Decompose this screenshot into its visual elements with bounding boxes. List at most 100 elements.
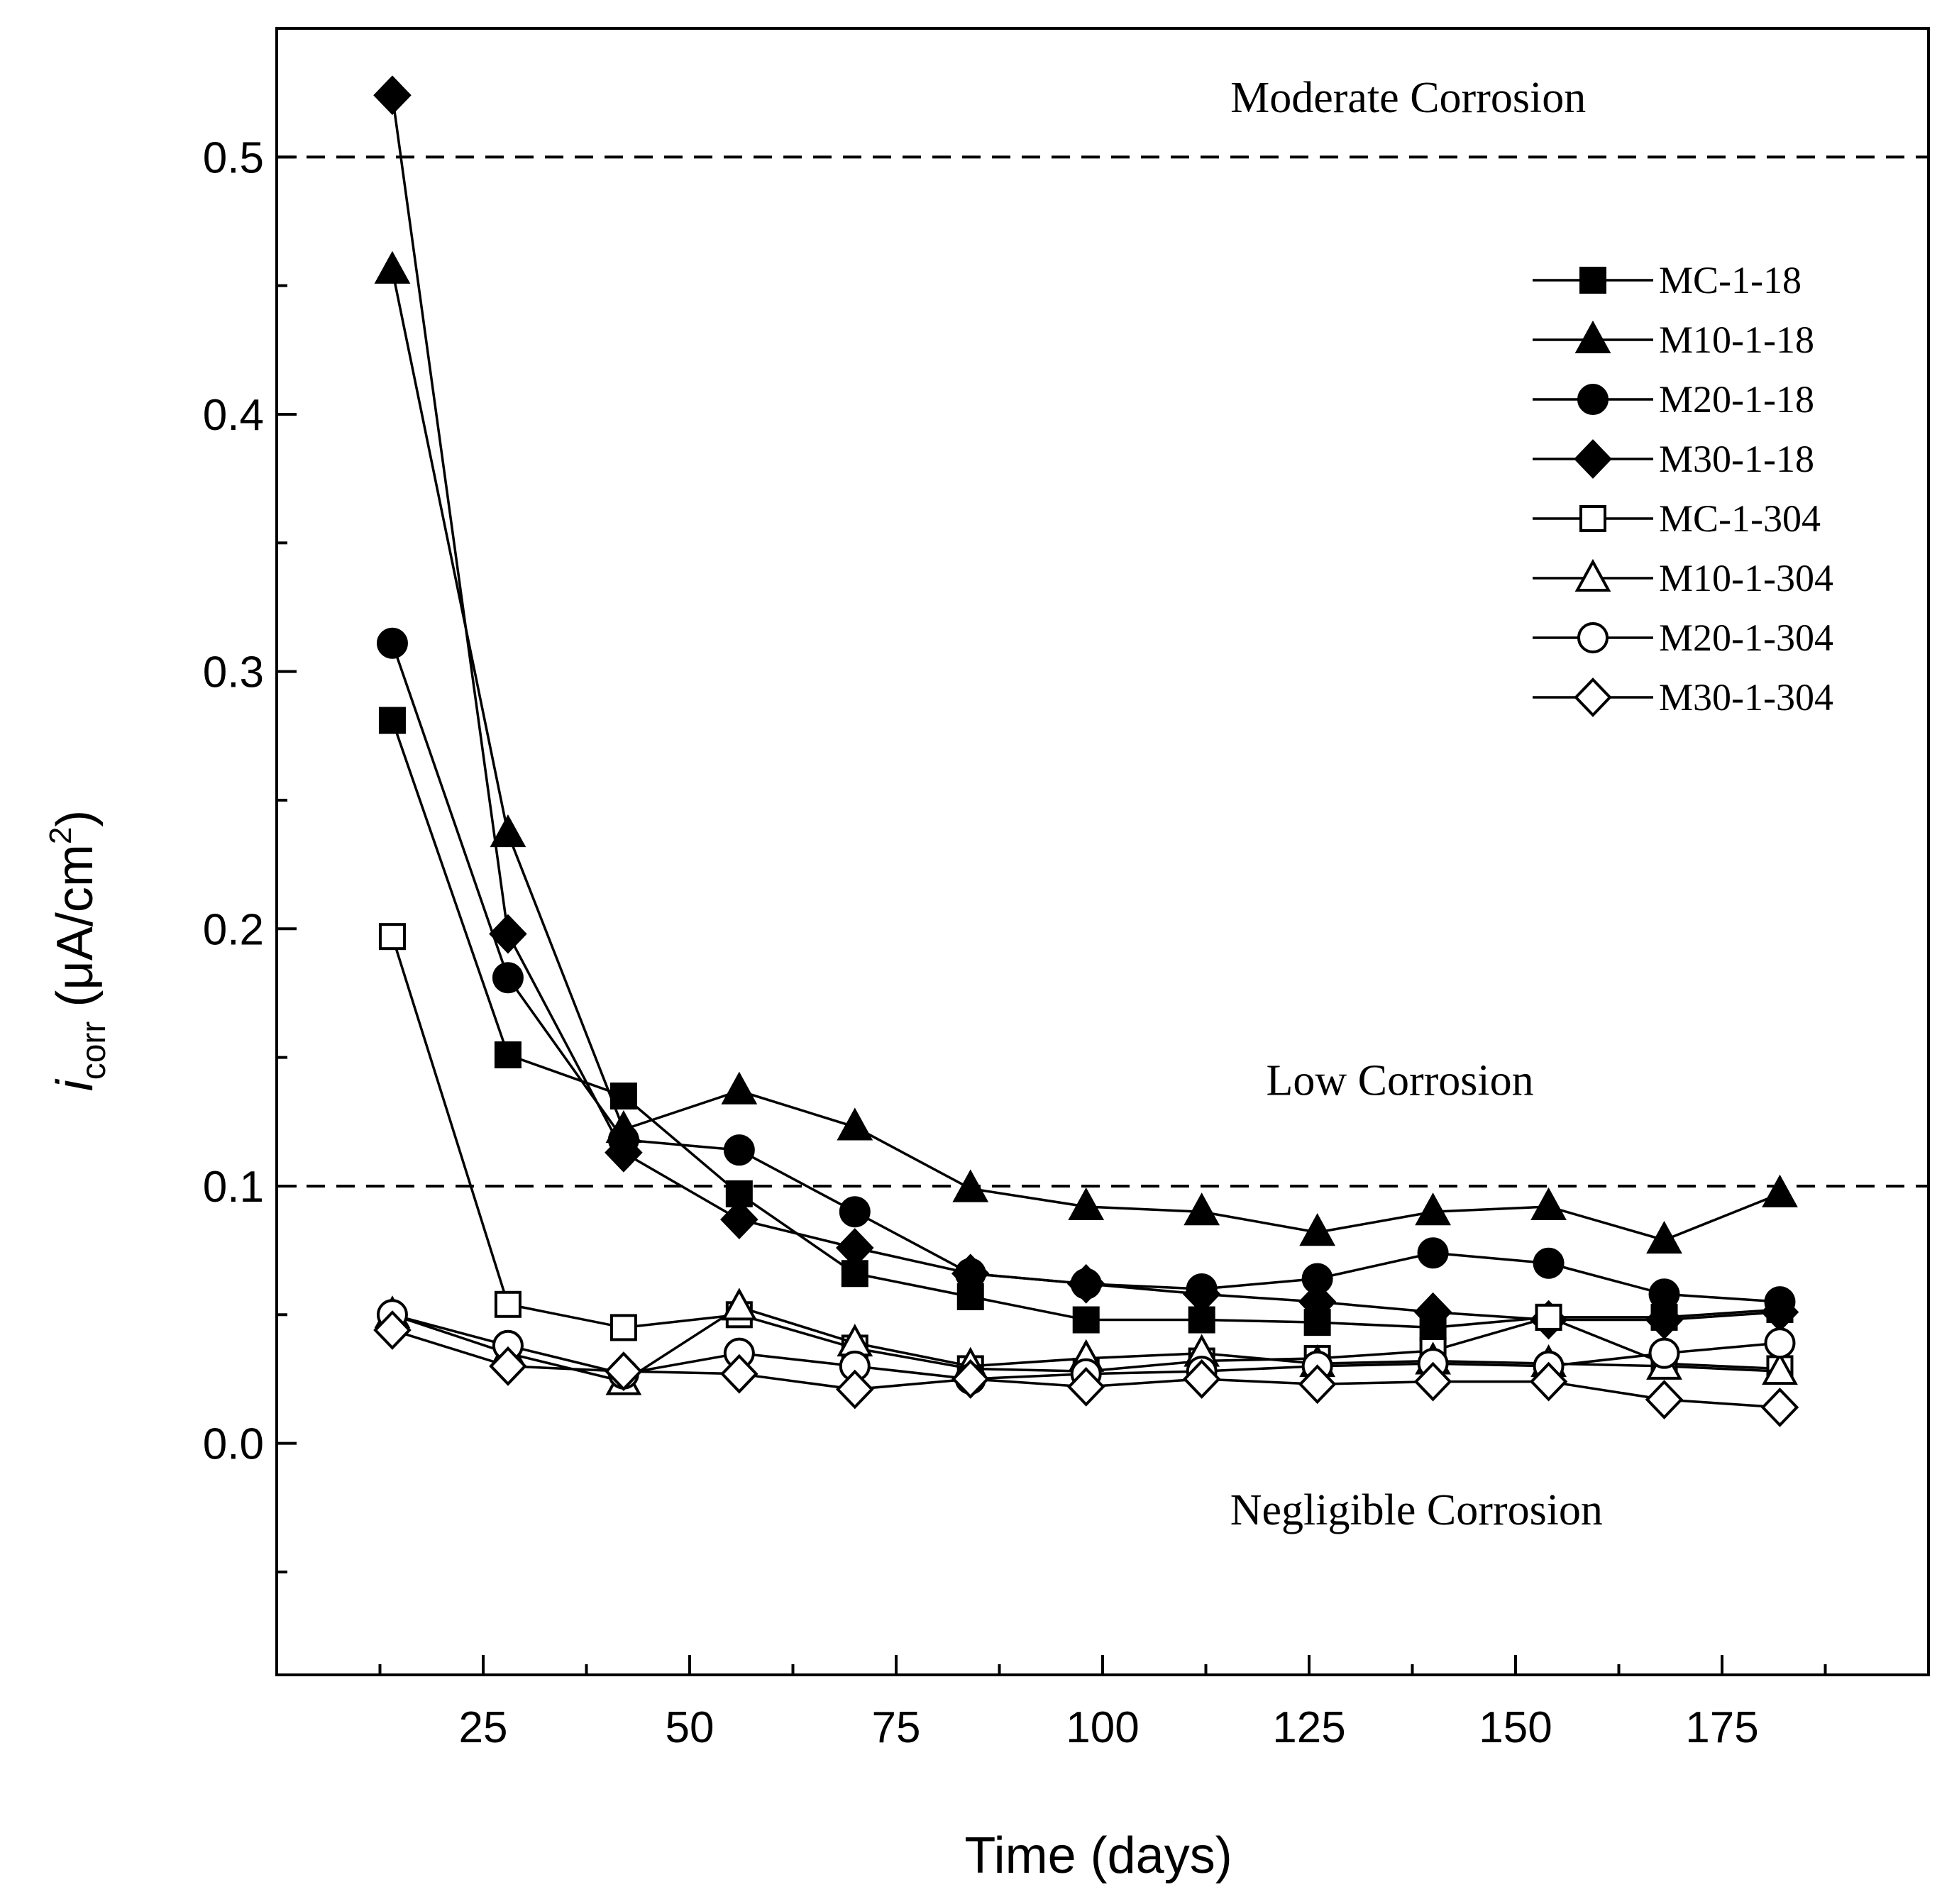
legend-marker-mc-1-304 <box>1579 505 1606 532</box>
data-point-m30-1-304-day-28 <box>489 1346 527 1386</box>
data-point-mc-1-18-day-42 <box>609 1083 637 1110</box>
data-point-m30-1-18-day-42 <box>605 1132 643 1173</box>
legend-marker-m30-1-304 <box>1574 677 1612 717</box>
data-point-m30-1-304-day-56 <box>720 1354 758 1394</box>
data-point-m20-1-18-day-140 <box>1417 1237 1449 1269</box>
data-point-m30-1-18-day-70 <box>836 1228 874 1268</box>
y-tick-label-0-0: 0.0 <box>203 1420 264 1469</box>
data-point-mc-1-304-day-154 <box>1535 1303 1562 1331</box>
x-tick-label-100: 100 <box>1066 1703 1139 1752</box>
y-axis-title-subscript: corr <box>75 1022 113 1080</box>
data-point-mc-1-18-day-14 <box>378 707 406 734</box>
data-point-mc-1-304-day-28 <box>494 1290 522 1318</box>
legend-entry-m20-1-18: M20-1-18 <box>1533 378 1814 421</box>
data-point-mc-1-304-day-14 <box>378 923 406 951</box>
data-point-m10-1-18-day-84 <box>952 1169 989 1202</box>
x-tick-label-175: 175 <box>1685 1703 1758 1752</box>
data-point-m10-1-18-day-70 <box>837 1107 873 1141</box>
legend-entry-mc-1-18: MC-1-18 <box>1533 259 1802 301</box>
data-point-mc-1-304-day-42 <box>609 1314 637 1341</box>
legend-label-m10-1-18: M10-1-18 <box>1659 319 1814 361</box>
legend-entry-mc-1-304: MC-1-304 <box>1533 497 1821 540</box>
legend-marker-mc-1-18 <box>1579 267 1606 294</box>
data-point-m30-1-304-day-42 <box>605 1351 643 1391</box>
data-point-mc-1-18-day-98 <box>1072 1306 1100 1334</box>
data-point-mc-1-18-day-28 <box>494 1041 522 1068</box>
data-point-m30-1-18-day-56 <box>720 1200 758 1239</box>
data-point-m30-1-304-day-70 <box>836 1369 874 1410</box>
data-point-m30-1-18-day-168 <box>1645 1300 1684 1340</box>
data-point-m30-1-304-day-154 <box>1529 1361 1568 1402</box>
region-label-negligible-corrosion: Negligible Corrosion <box>1230 1486 1603 1534</box>
legend-label-m10-1-304: M10-1-304 <box>1659 557 1833 599</box>
data-point-m10-1-18-day-112 <box>1184 1192 1220 1226</box>
data-point-m30-1-18-day-28 <box>489 914 527 954</box>
legend-marker-m30-1-18 <box>1574 439 1612 479</box>
region-label-low-corrosion: Low Corrosion <box>1266 1056 1533 1105</box>
x-tick-label-25: 25 <box>459 1703 508 1752</box>
data-point-m30-1-304-day-182 <box>1760 1387 1799 1427</box>
data-point-m30-1-304-day-126 <box>1298 1364 1337 1405</box>
data-point-m20-1-304-day-182 <box>1764 1327 1796 1359</box>
y-tick-label-0-5: 0.5 <box>203 133 264 182</box>
data-point-m10-1-18-day-28 <box>490 814 526 848</box>
data-point-m10-1-18-day-140 <box>1415 1192 1451 1226</box>
x-tick-label-125: 125 <box>1272 1703 1345 1752</box>
legend-label-m20-1-18: M20-1-18 <box>1659 378 1814 421</box>
data-point-m10-1-18-day-168 <box>1646 1220 1682 1254</box>
legend-marker-m20-1-304 <box>1577 622 1609 653</box>
y-tick-label-0-1: 0.1 <box>203 1163 264 1212</box>
data-point-m20-1-18-day-70 <box>839 1196 871 1228</box>
data-point-m20-1-18-day-56 <box>723 1134 755 1166</box>
legend-entry-m30-1-18: M30-1-18 <box>1533 438 1814 480</box>
y-tick-label-0-4: 0.4 <box>203 391 264 440</box>
legend-label-m30-1-18: M30-1-18 <box>1659 438 1814 480</box>
data-point-m10-1-18-day-56 <box>721 1071 758 1105</box>
data-point-m20-1-18-day-28 <box>492 962 524 994</box>
data-point-m30-1-18-day-98 <box>1066 1263 1105 1304</box>
legend-entry-m20-1-304: M20-1-304 <box>1533 616 1833 659</box>
x-axis-title: Time (days) <box>964 1827 1232 1884</box>
legend-label-m30-1-304: M30-1-304 <box>1659 676 1833 719</box>
y-tick-label-0-3: 0.3 <box>203 648 264 697</box>
data-point-m20-1-304-day-168 <box>1648 1337 1680 1369</box>
y-tick-label-0-2: 0.2 <box>203 905 264 954</box>
data-point-m30-1-304-day-98 <box>1066 1366 1105 1407</box>
data-point-m10-1-18-day-154 <box>1530 1187 1567 1220</box>
x-tick-label-75: 75 <box>872 1703 921 1752</box>
region-label-moderate-corrosion: Moderate Corrosion <box>1230 74 1586 122</box>
data-point-m30-1-304-day-14 <box>373 1310 412 1350</box>
data-point-m30-1-304-day-168 <box>1645 1380 1684 1419</box>
x-tick-label-150: 150 <box>1479 1703 1552 1752</box>
legend-label-m20-1-304: M20-1-304 <box>1659 616 1833 659</box>
data-point-m30-1-18-day-84 <box>951 1253 990 1294</box>
data-point-m30-1-18-day-126 <box>1298 1282 1337 1322</box>
legend-marker-m10-1-304 <box>1574 558 1611 592</box>
legend-entry-m10-1-304: M10-1-304 <box>1533 557 1833 599</box>
legend-label-mc-1-18: MC-1-18 <box>1659 259 1802 301</box>
x-tick-label-50: 50 <box>666 1703 715 1752</box>
data-point-m30-1-304-day-140 <box>1413 1361 1452 1402</box>
data-point-mc-1-18-day-56 <box>725 1180 753 1207</box>
data-point-m20-1-18-day-14 <box>376 627 408 659</box>
legend-label-mc-1-304: MC-1-304 <box>1659 497 1821 540</box>
data-point-m10-1-304-day-182 <box>1762 1351 1798 1385</box>
legend-entry-m10-1-18: M10-1-18 <box>1533 319 1814 361</box>
data-point-m10-1-18-day-126 <box>1299 1213 1336 1246</box>
axes: 25 50 75 100 125 150 175 0.0 0.1 0.2 0.3 0.4 0.5 <box>203 27 1930 1752</box>
y-axis-title: icorr (μA/cm2) <box>43 810 113 1092</box>
y-axis-title-close: ) <box>47 810 104 827</box>
data-point-m30-1-18-day-112 <box>1182 1274 1221 1314</box>
data-point-m10-1-18-day-182 <box>1762 1174 1798 1207</box>
data-point-m30-1-304-day-84 <box>951 1359 990 1399</box>
y-axis-title-units: (μA/cm <box>47 844 104 1021</box>
data-point-m30-1-18-day-14 <box>373 75 412 116</box>
legend-marker-m20-1-18 <box>1577 384 1609 415</box>
threshold-lines <box>277 155 1929 1188</box>
data-series <box>373 75 1799 1427</box>
series-m30-1-304 <box>373 1310 1799 1427</box>
legend-marker-m10-1-18 <box>1574 320 1611 353</box>
legend: MC-1-18 M10-1-18 M20-1-18 M30-1-18 MC-1-304 M… <box>1533 259 1833 719</box>
